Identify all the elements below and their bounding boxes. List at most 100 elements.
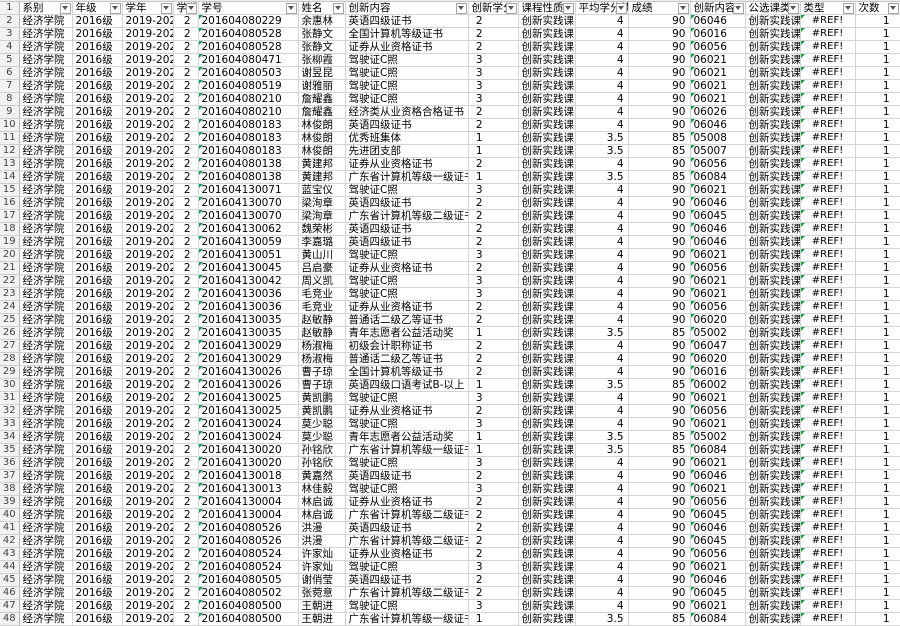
cell-count[interactable]: 1: [855, 287, 900, 301]
cell-student-id[interactable]: 201604080502: [198, 586, 299, 600]
cell-term[interactable]: 2: [173, 404, 199, 418]
cell-type-ref-error[interactable]: #REF!: [800, 131, 856, 145]
cell-innovation-content[interactable]: 普通话二级乙等证书: [345, 313, 469, 327]
cell-elective-class[interactable]: 创新实践课: [745, 508, 801, 522]
cell-course-nature[interactable]: 创新实践课: [518, 92, 576, 106]
cell-course-code[interactable]: 06045: [690, 209, 746, 223]
cell-innovation-credit[interactable]: 1: [468, 144, 519, 158]
cell-gpa[interactable]: 4: [575, 313, 629, 327]
row-header[interactable]: 24: [0, 300, 20, 314]
cell-name[interactable]: 黄建邦: [298, 170, 346, 184]
cell-student-id[interactable]: 201604080528: [198, 27, 299, 41]
cell-count[interactable]: 1: [855, 235, 900, 249]
cell-name[interactable]: 张菀意: [298, 586, 346, 600]
cell-innovation-credit[interactable]: 2: [468, 495, 519, 509]
cell-department[interactable]: 经济学院: [19, 599, 73, 613]
cell-course-nature[interactable]: 创新实践课: [518, 196, 576, 210]
cell-innovation-content[interactable]: 证券从业资格证书: [345, 404, 469, 418]
cell-innovation-content[interactable]: 证券从业资格证书: [345, 300, 469, 314]
cell-department[interactable]: 经济学院: [19, 196, 73, 210]
cell-innovation-credit[interactable]: 2: [468, 222, 519, 236]
cell-elective-class[interactable]: 创新实践课: [745, 53, 801, 67]
cell-name[interactable]: 许家灿: [298, 560, 346, 574]
cell-type-ref-error[interactable]: #REF!: [800, 495, 856, 509]
cell-course-nature[interactable]: 创新实践课: [518, 27, 576, 41]
cell-count[interactable]: 1: [855, 209, 900, 223]
cell-score[interactable]: 90: [628, 547, 691, 561]
cell-course-code[interactable]: 06084: [690, 612, 746, 626]
cell-course-nature[interactable]: 创新实践课: [518, 508, 576, 522]
cell-gpa[interactable]: 4: [575, 40, 629, 54]
cell-count[interactable]: 1: [855, 352, 900, 366]
cell-course-code[interactable]: 06046: [690, 235, 746, 249]
cell-count[interactable]: 1: [855, 131, 900, 145]
cell-grade[interactable]: 2016级: [72, 495, 123, 509]
cell-student-id[interactable]: 201604080526: [198, 521, 299, 535]
cell-gpa[interactable]: 4: [575, 404, 629, 418]
cell-academic-year[interactable]: 2019-2020: [122, 547, 174, 561]
cell-count[interactable]: 1: [855, 508, 900, 522]
cell-academic-year[interactable]: 2019-2020: [122, 469, 174, 483]
cell-grade[interactable]: 2016级: [72, 326, 123, 340]
cell-term[interactable]: 2: [173, 248, 199, 262]
cell-course-code[interactable]: 05002: [690, 430, 746, 444]
cell-innovation-content[interactable]: 驾驶证C照: [345, 456, 469, 470]
cell-elective-class[interactable]: 创新实践课: [745, 196, 801, 210]
cell-innovation-credit[interactable]: 2: [468, 365, 519, 379]
cell-name[interactable]: 吕启豪: [298, 261, 346, 275]
cell-count[interactable]: 1: [855, 170, 900, 184]
cell-student-id[interactable]: 201604130070: [198, 209, 299, 223]
cell-gpa[interactable]: 4: [575, 573, 629, 587]
filter-button[interactable]: [505, 2, 517, 14]
cell-grade[interactable]: 2016级: [72, 378, 123, 392]
filter-button[interactable]: [887, 2, 899, 14]
cell-academic-year[interactable]: 2019-2020: [122, 144, 174, 158]
cell-academic-year[interactable]: 2019-2020: [122, 521, 174, 535]
cell-innovation-credit[interactable]: 3: [468, 391, 519, 405]
cell-type-ref-error[interactable]: #REF!: [800, 404, 856, 418]
cell-course-code[interactable]: 06047: [690, 339, 746, 353]
filter-button[interactable]: [732, 2, 744, 14]
cell-type-ref-error[interactable]: #REF!: [800, 469, 856, 483]
cell-student-id[interactable]: 201604130024: [198, 417, 299, 431]
cell-elective-class[interactable]: 创新实践课: [745, 339, 801, 353]
cell-grade[interactable]: 2016级: [72, 560, 123, 574]
cell-elective-class[interactable]: 创新实践课: [745, 482, 801, 496]
cell-grade[interactable]: 2016级: [72, 456, 123, 470]
cell-course-nature[interactable]: 创新实践课: [518, 560, 576, 574]
cell-score[interactable]: 90: [628, 248, 691, 262]
cell-name[interactable]: 谢俏莹: [298, 573, 346, 587]
cell-innovation-content[interactable]: 英语四级口语考试B-以上: [345, 378, 469, 392]
cell-grade[interactable]: 2016级: [72, 404, 123, 418]
cell-course-code[interactable]: 06021: [690, 482, 746, 496]
cell-innovation-content[interactable]: 英语四级证书: [345, 235, 469, 249]
cell-score[interactable]: 90: [628, 209, 691, 223]
cell-score[interactable]: 85: [628, 131, 691, 145]
header-student-id[interactable]: 学号: [198, 2, 299, 15]
cell-department[interactable]: 经济学院: [19, 157, 73, 171]
cell-score[interactable]: 90: [628, 27, 691, 41]
row-header[interactable]: 7: [0, 79, 20, 93]
cell-course-code[interactable]: 06021: [690, 79, 746, 93]
cell-type-ref-error[interactable]: #REF!: [800, 534, 856, 548]
cell-academic-year[interactable]: 2019-2020: [122, 391, 174, 405]
cell-score[interactable]: 90: [628, 521, 691, 535]
cell-academic-year[interactable]: 2019-2020: [122, 300, 174, 314]
cell-type-ref-error[interactable]: #REF!: [800, 118, 856, 132]
cell-innovation-content[interactable]: 广东省计算机等级二级证书: [345, 209, 469, 223]
cell-academic-year[interactable]: 2019-2020: [122, 586, 174, 600]
cell-score[interactable]: 90: [628, 560, 691, 574]
cell-type-ref-error[interactable]: #REF!: [800, 300, 856, 314]
cell-course-nature[interactable]: 创新实践课: [518, 170, 576, 184]
cell-name[interactable]: 余惠林: [298, 14, 346, 28]
cell-gpa[interactable]: 4: [575, 456, 629, 470]
cell-grade[interactable]: 2016级: [72, 144, 123, 158]
cell-grade[interactable]: 2016级: [72, 469, 123, 483]
cell-score[interactable]: 90: [628, 196, 691, 210]
cell-type-ref-error[interactable]: #REF!: [800, 183, 856, 197]
cell-gpa[interactable]: 4: [575, 469, 629, 483]
cell-department[interactable]: 经济学院: [19, 443, 73, 457]
cell-course-code[interactable]: 06020: [690, 313, 746, 327]
cell-course-nature[interactable]: 创新实践课: [518, 222, 576, 236]
cell-student-id[interactable]: 201604130024: [198, 430, 299, 444]
